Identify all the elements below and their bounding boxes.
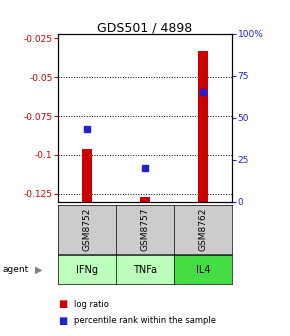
Text: ■: ■: [58, 299, 67, 309]
Text: GDS501 / 4898: GDS501 / 4898: [97, 22, 193, 35]
Bar: [198, 51, 208, 202]
Text: log ratio: log ratio: [74, 300, 109, 308]
Text: TNFa: TNFa: [133, 265, 157, 275]
Text: GSM8757: GSM8757: [140, 208, 150, 251]
Bar: [140, 197, 150, 202]
Bar: [82, 149, 92, 202]
Text: GSM8752: GSM8752: [82, 208, 92, 251]
Text: agent: agent: [3, 265, 29, 274]
Text: ▶: ▶: [35, 265, 43, 275]
Text: IFNg: IFNg: [76, 265, 98, 275]
Text: ■: ■: [58, 316, 67, 326]
Text: IL4: IL4: [196, 265, 210, 275]
Text: GSM8762: GSM8762: [198, 208, 208, 251]
Text: percentile rank within the sample: percentile rank within the sample: [74, 317, 216, 325]
